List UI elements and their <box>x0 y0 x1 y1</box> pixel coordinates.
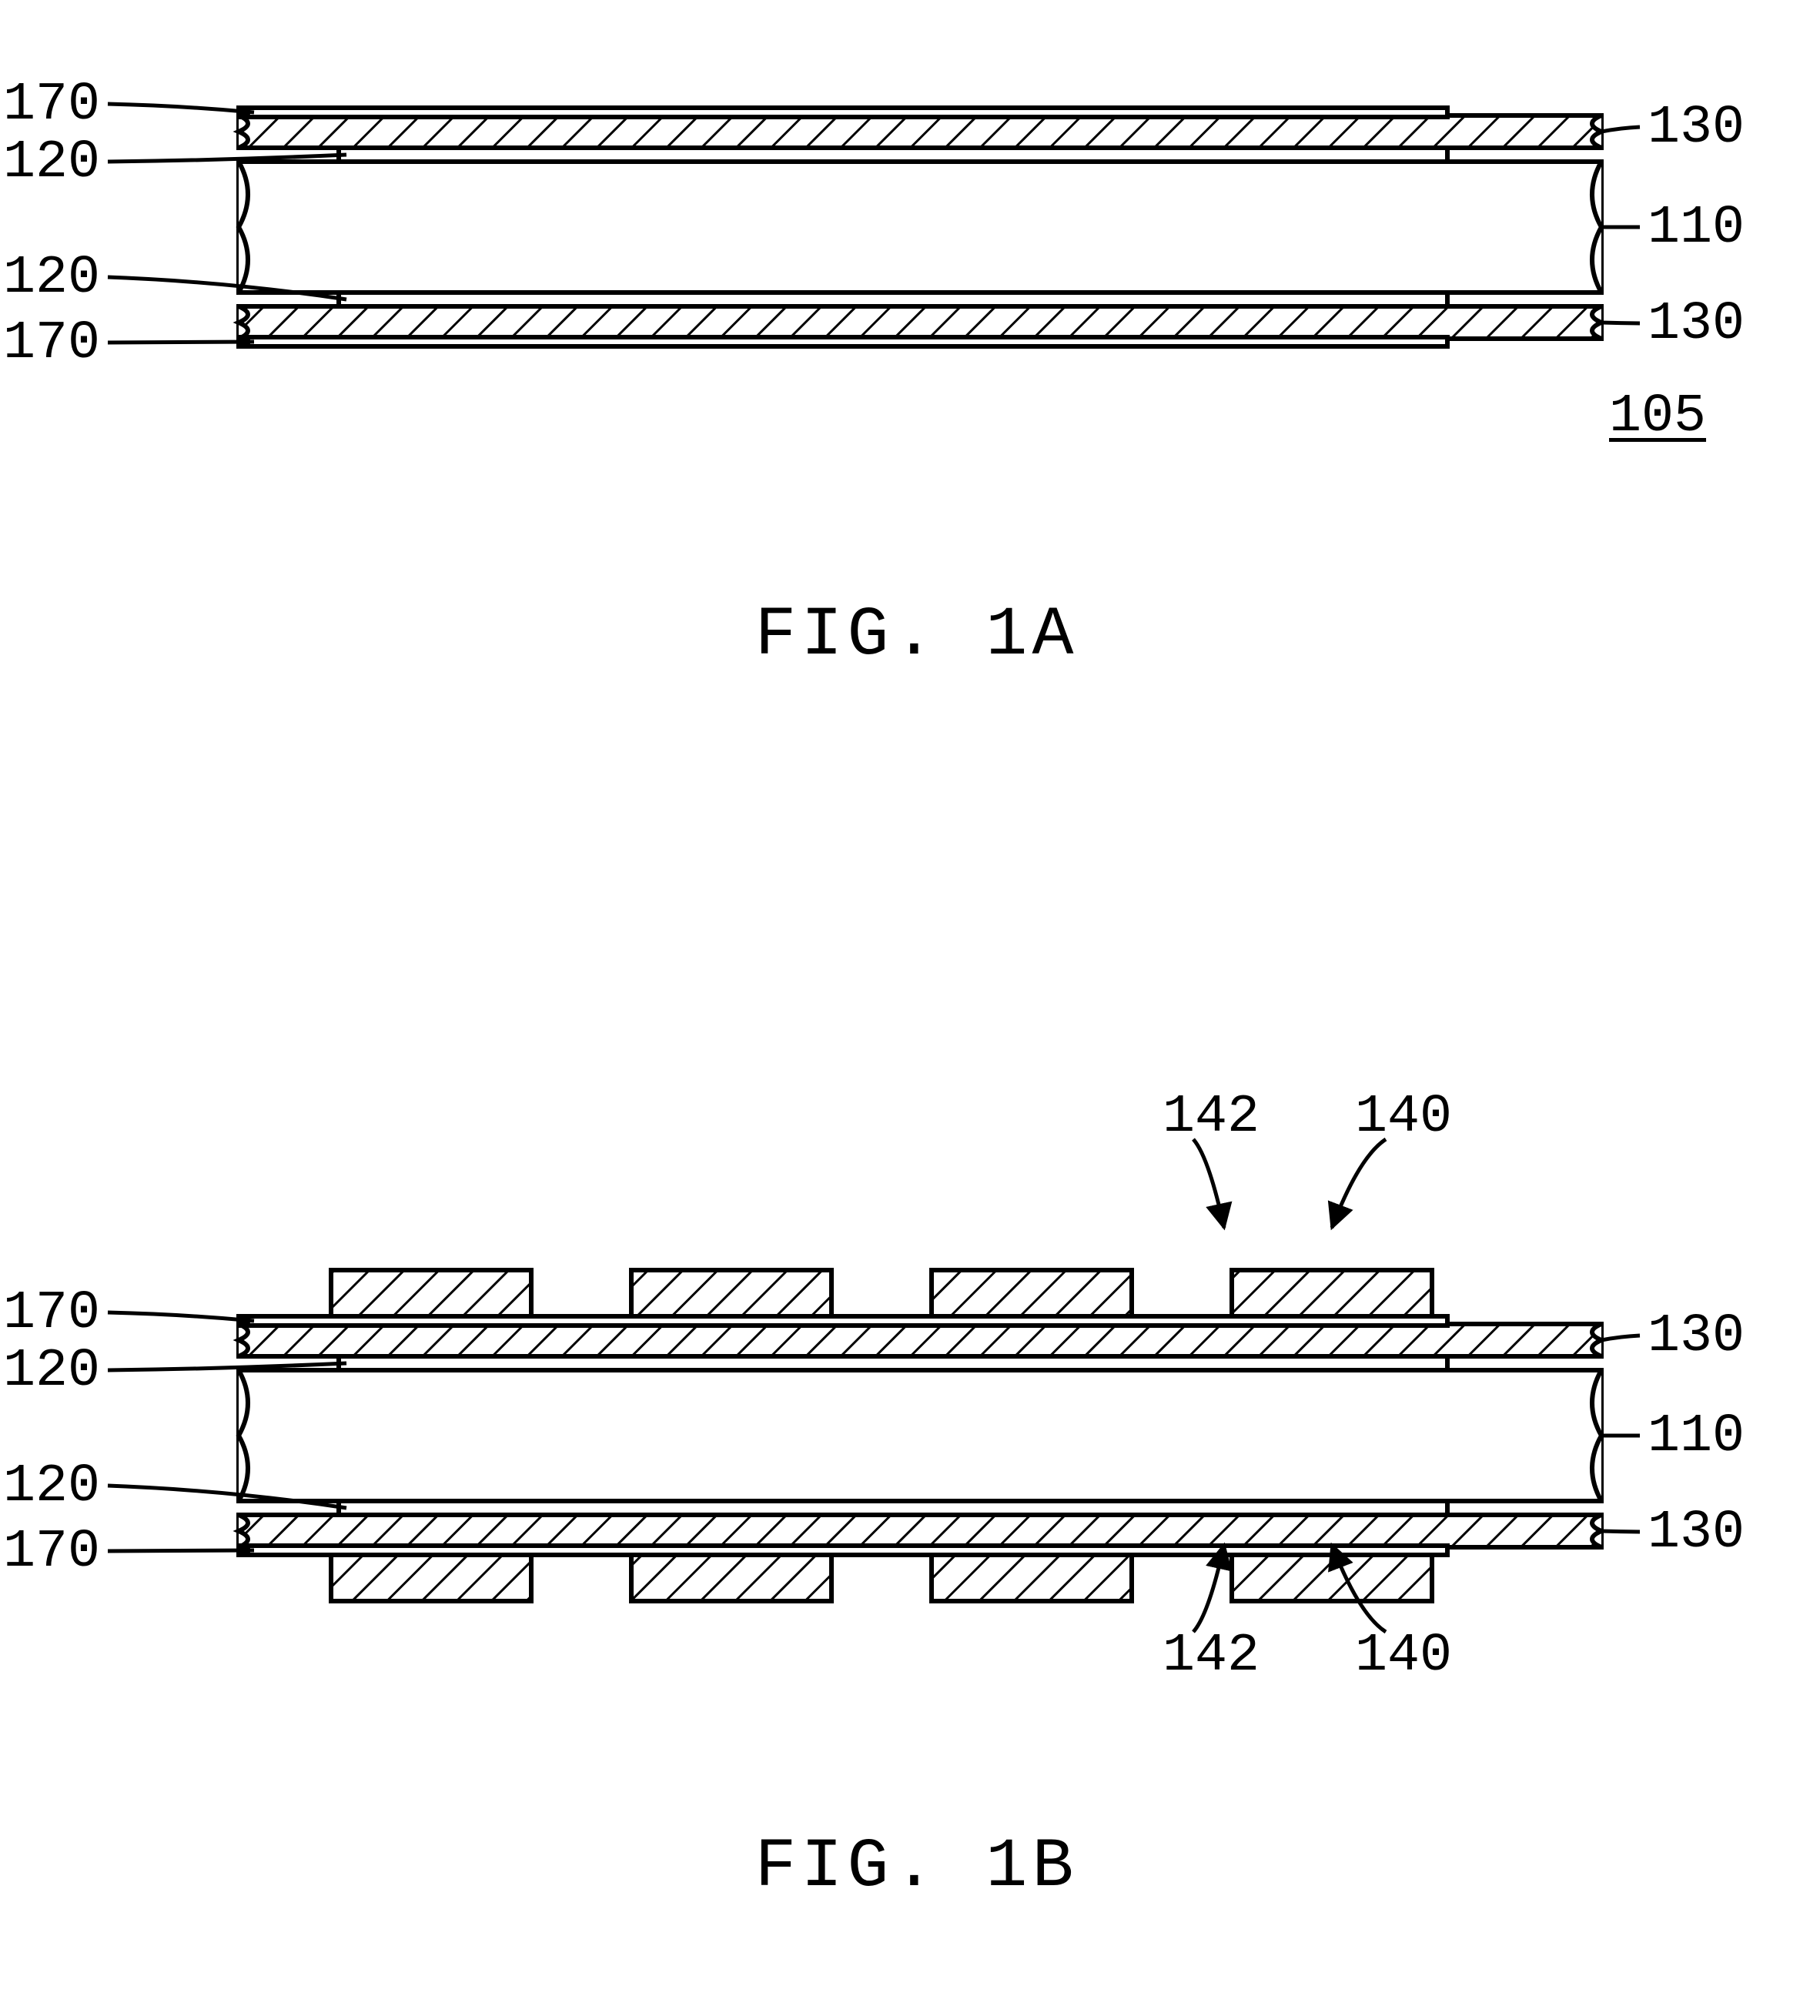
ref-120: 120 <box>3 132 100 193</box>
fig-1a <box>108 104 1640 346</box>
ref-130: 130 <box>1648 98 1745 159</box>
stage: 1701201201701301101301051701201201701301… <box>0 0 1820 2012</box>
ref-120: 120 <box>3 1456 100 1517</box>
ref-170: 170 <box>3 1522 100 1583</box>
diagram-svg <box>0 0 1820 2012</box>
ref-110: 110 <box>1648 1406 1745 1467</box>
caption: FIG. 1B <box>754 1828 1078 1907</box>
ref-130: 130 <box>1648 294 1745 355</box>
ref-110: 110 <box>1648 198 1745 259</box>
ref-142: 142 <box>1163 1626 1260 1687</box>
ref-140: 140 <box>1355 1087 1452 1148</box>
ref-130: 130 <box>1648 1306 1745 1367</box>
caption: FIG. 1A <box>754 597 1078 675</box>
ref-120: 120 <box>3 248 100 309</box>
ref-170: 170 <box>3 313 100 374</box>
ref-120: 120 <box>3 1341 100 1402</box>
ref-170: 170 <box>3 75 100 135</box>
ref-170: 170 <box>3 1283 100 1344</box>
ref-142: 142 <box>1163 1087 1260 1148</box>
fig-1b <box>108 1139 1640 1632</box>
ref-105: 105 <box>1609 386 1706 447</box>
ref-140: 140 <box>1355 1626 1452 1687</box>
ref-130: 130 <box>1648 1503 1745 1563</box>
